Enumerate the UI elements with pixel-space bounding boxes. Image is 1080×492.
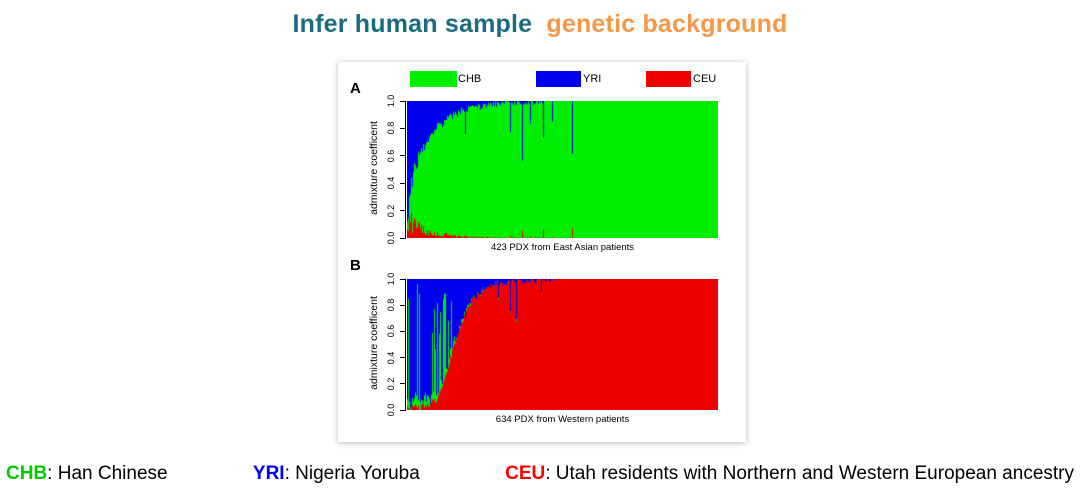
y-tick-mark bbox=[400, 304, 405, 306]
y-tick-label: 0.0 bbox=[386, 231, 396, 245]
y-tick-mark bbox=[400, 278, 405, 280]
y-axis-title-b: admixture coefficent bbox=[368, 296, 380, 390]
y-tick-label: 0.6 bbox=[386, 149, 396, 163]
caption-desc-yri: : Nigeria Yoruba bbox=[284, 463, 420, 484]
y-axis-line bbox=[405, 279, 406, 411]
y-tick-mark bbox=[400, 210, 405, 212]
caption-entry-yri: YRI: Nigeria Yoruba bbox=[253, 463, 420, 485]
y-tick-label: 1.0 bbox=[386, 94, 396, 108]
legend-label-yri: YRI bbox=[583, 73, 602, 85]
y-tick-mark bbox=[400, 100, 405, 102]
legend-caption: CHB: Han Chinese YRI: Nigeria Yoruba CEU… bbox=[0, 463, 1080, 485]
y-tick-mark bbox=[400, 383, 405, 385]
y-tick-mark bbox=[400, 237, 405, 239]
caption-abbr-chb: CHB bbox=[6, 463, 48, 484]
page-title: Infer human sample genetic background bbox=[0, 10, 1080, 39]
admixture-plot-b bbox=[407, 279, 718, 410]
y-tick-label: 0.2 bbox=[386, 377, 396, 391]
y-axis-title-a: admixture coefficent bbox=[368, 121, 380, 215]
figure-panel: CHB YRI CEU A admixture coefficent 0.0 0.… bbox=[338, 62, 746, 442]
y-tick-mark bbox=[400, 182, 405, 184]
caption-desc-ceu: : Utah residents with Northern and Weste… bbox=[545, 463, 1074, 484]
panel-label-b: B bbox=[350, 257, 361, 274]
caption-abbr-yri: YRI bbox=[252, 463, 285, 484]
y-tick-mark bbox=[400, 155, 405, 157]
x-axis-caption-b: 634 PDX from Western patients bbox=[495, 414, 630, 425]
y-tick-label: 0.4 bbox=[386, 351, 396, 364]
y-tick-label: 0.4 bbox=[386, 176, 396, 190]
x-axis-caption-a: 423 PDX from East Asian patients bbox=[490, 242, 635, 253]
title-part-1: Infer human sample bbox=[292, 10, 533, 38]
y-tick-label: 0.8 bbox=[386, 298, 396, 312]
y-tick-label: 1.0 bbox=[386, 272, 396, 286]
caption-desc-chb: : Han Chinese bbox=[47, 463, 168, 484]
y-tick-label: 0.6 bbox=[386, 325, 396, 338]
title-part-2: genetic background bbox=[546, 10, 788, 38]
legend-label-chb: CHB bbox=[458, 73, 482, 85]
y-tick-label: 0.8 bbox=[386, 122, 396, 135]
y-tick-mark bbox=[400, 357, 405, 359]
legend-label-ceu: CEU bbox=[693, 73, 717, 85]
admixture-plot-a bbox=[407, 101, 718, 238]
y-tick-mark bbox=[400, 127, 405, 129]
legend-swatch-chb bbox=[410, 71, 457, 87]
y-tick-mark bbox=[400, 409, 405, 411]
panel-label-a: A bbox=[350, 80, 361, 97]
caption-abbr-ceu: CEU bbox=[505, 463, 546, 484]
y-tick-label: 0.0 bbox=[386, 403, 396, 417]
caption-entry-ceu: CEU: Utah residents with Northern and We… bbox=[505, 463, 1074, 485]
y-tick-label: 0.2 bbox=[386, 204, 396, 217]
legend-swatch-yri bbox=[536, 71, 581, 87]
legend-swatch-ceu bbox=[646, 71, 691, 87]
y-axis-line bbox=[405, 101, 406, 239]
y-tick-mark bbox=[400, 330, 405, 332]
caption-entry-chb: CHB: Han Chinese bbox=[6, 463, 168, 485]
